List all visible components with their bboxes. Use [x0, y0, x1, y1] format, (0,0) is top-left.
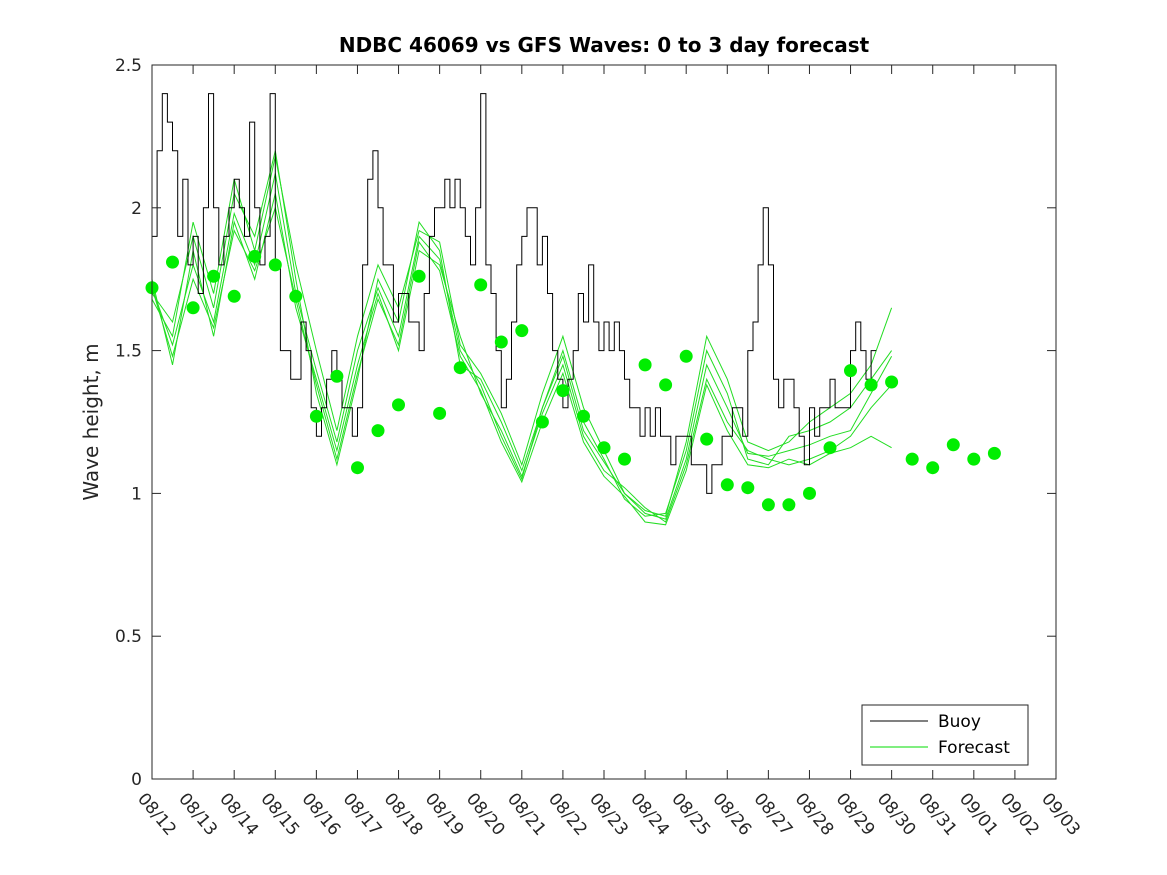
buoy-series-line: [152, 93, 877, 494]
forecast-point: [453, 361, 467, 375]
legend-buoy-label: Buoy: [938, 712, 981, 732]
forecast-point: [248, 249, 262, 263]
forecast-point: [782, 498, 796, 512]
forecast-point: [803, 486, 816, 500]
forecast-point: [309, 409, 323, 423]
forecast-point: [515, 324, 529, 338]
forecast-point: [885, 375, 899, 389]
forecast-point: [618, 452, 631, 466]
y-tick-label: 1: [131, 484, 142, 504]
legend-box: [861, 704, 1029, 766]
forecast-markers: [145, 249, 1001, 512]
y-tick-label: 2.5: [115, 56, 142, 76]
forecast-point: [926, 461, 940, 475]
y-axis-title: Wave height, m: [79, 343, 103, 500]
forecast-point: [166, 255, 179, 269]
forecast-point: [289, 289, 303, 303]
forecast-point: [905, 452, 919, 466]
forecast-point: [227, 289, 241, 303]
forecast-point: [412, 269, 426, 283]
forecast-point: [433, 406, 447, 420]
forecast-point: [351, 461, 364, 475]
y-axis: 0 0.5 1 1.5 2 2.5: [115, 56, 1056, 790]
forecast-point: [761, 498, 775, 512]
forecast-point: [844, 364, 857, 378]
forecast-point: [371, 424, 385, 438]
buoy-line-group: [152, 93, 877, 494]
forecast-point: [864, 378, 878, 392]
forecast-point: [330, 369, 344, 383]
forecast-point: [494, 335, 508, 349]
forecast-point: [474, 278, 488, 292]
forecast-point: [268, 258, 282, 272]
forecast-point: [679, 349, 693, 363]
forecast-point: [741, 481, 755, 495]
forecast-point: [535, 415, 549, 429]
forecast-point: [392, 398, 405, 412]
forecast-point: [967, 452, 981, 466]
forecast-point: [577, 409, 590, 423]
forecast-point: [556, 384, 570, 398]
forecast-point: [186, 301, 200, 315]
y-tick-label: 1.5: [115, 342, 142, 362]
forecast-point: [659, 378, 673, 392]
y-tick-label: 2: [131, 199, 142, 219]
forecast-point: [597, 441, 611, 455]
legend: Buoy Forecast: [861, 704, 1029, 766]
forecast-point: [987, 446, 1001, 460]
chart-title: NDBC 46069 vs GFS Waves: 0 to 3 day fore…: [339, 33, 870, 57]
legend-forecast-label: Forecast: [938, 738, 1010, 758]
forecast-point: [638, 358, 652, 372]
y-tick-label: 0.5: [115, 627, 142, 647]
forecast-point: [207, 269, 221, 283]
forecast-point: [823, 441, 837, 455]
y-tick-label: 0: [131, 770, 142, 790]
forecast-point: [700, 432, 714, 446]
forecast-point: [946, 438, 960, 452]
forecast-point: [720, 478, 734, 492]
plot-area: [152, 65, 1056, 779]
